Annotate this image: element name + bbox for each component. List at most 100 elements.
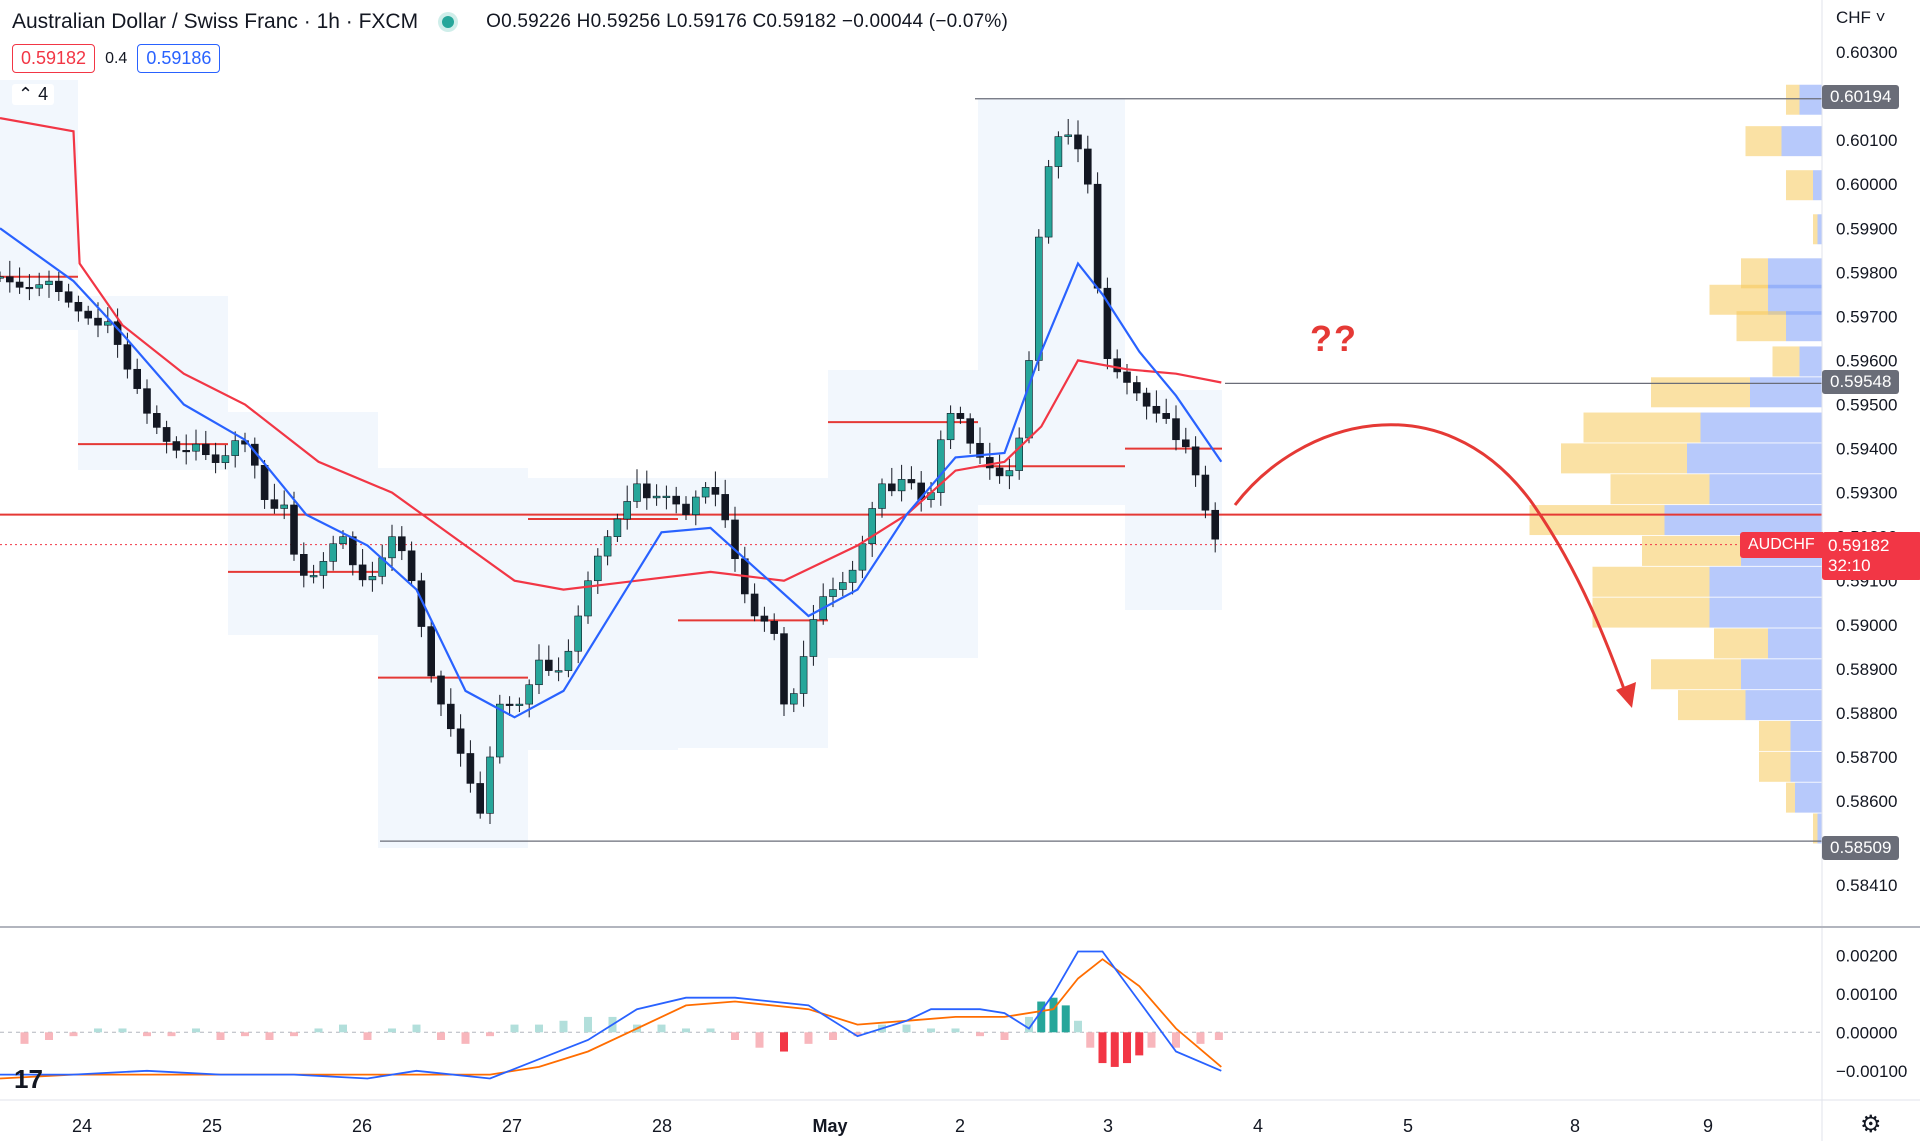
vp-up-segment xyxy=(1745,126,1782,157)
volume-profile-bar xyxy=(1786,84,1822,115)
candle xyxy=(535,644,543,694)
candle xyxy=(329,535,338,571)
candle xyxy=(525,679,534,718)
candle xyxy=(280,490,289,520)
candle xyxy=(133,358,141,394)
candle-body xyxy=(1142,392,1151,407)
candle xyxy=(1103,277,1112,370)
candle xyxy=(633,469,641,509)
last-price: 0.59182 xyxy=(1828,536,1890,555)
macd-histogram-bar xyxy=(94,1028,102,1033)
candle-body xyxy=(780,633,788,705)
vp-up-segment xyxy=(1759,720,1791,751)
candle-body xyxy=(995,467,1004,477)
collapse-indicators-button[interactable]: ⌃ 4 xyxy=(12,84,55,105)
volume-profile-bar xyxy=(1714,628,1822,659)
candle xyxy=(505,696,514,717)
candle xyxy=(1044,159,1053,244)
candle-body xyxy=(417,580,426,627)
candle-body xyxy=(848,569,857,583)
candle xyxy=(427,619,436,683)
macd-histogram-bar xyxy=(1123,1032,1131,1064)
resistance-price-label: 0.59548 xyxy=(1822,370,1900,394)
macd-histogram-bar xyxy=(339,1024,347,1033)
candle-body xyxy=(623,501,632,520)
price-tick-label: 0.60000 xyxy=(1836,175,1897,194)
vp-up-segment xyxy=(1529,505,1665,536)
symbol-tag: AUDCHF xyxy=(1740,532,1823,558)
macd-histogram-bar xyxy=(1074,1020,1082,1033)
price-tick-label: 0.58900 xyxy=(1836,660,1897,679)
candle-body xyxy=(691,496,700,515)
currency-selector[interactable]: CHF ˅ xyxy=(1836,8,1886,27)
candle xyxy=(976,427,984,464)
candle xyxy=(868,501,877,557)
vp-down-segment xyxy=(1709,597,1822,628)
vp-down-segment xyxy=(1799,346,1822,377)
gear-icon[interactable]: ⚙ xyxy=(1860,1111,1882,1138)
candle-body xyxy=(603,536,612,557)
macd-histogram-bar xyxy=(1147,1032,1156,1048)
candle-body xyxy=(270,499,279,509)
price-tick-label: 0.58800 xyxy=(1836,704,1897,723)
candle-body xyxy=(1044,166,1053,238)
macd-tick-label: 0.00100 xyxy=(1836,985,1897,1004)
candle xyxy=(1074,120,1082,163)
symbol-title[interactable]: Australian Dollar / Swiss Franc · 1h · F… xyxy=(12,10,419,33)
candle xyxy=(162,420,171,454)
candle-body xyxy=(985,457,994,469)
candle xyxy=(1054,131,1063,179)
vp-up-segment xyxy=(1741,258,1768,289)
vp-up-segment xyxy=(1813,214,1818,245)
candle-body xyxy=(437,675,445,705)
time-tick-label: 26 xyxy=(352,1116,372,1136)
candle xyxy=(202,430,210,461)
candle-body xyxy=(280,504,289,509)
candle-body xyxy=(936,439,945,493)
macd-histogram-bar xyxy=(216,1032,225,1040)
candle-body xyxy=(221,455,230,463)
vp-down-segment xyxy=(1790,751,1822,782)
sell-button[interactable]: 0.59182 xyxy=(12,44,96,73)
candle-body xyxy=(1035,236,1043,361)
candle-body xyxy=(45,280,53,285)
macd-histogram-bar xyxy=(951,1028,960,1033)
candle-body xyxy=(143,388,151,414)
macd-histogram-bar xyxy=(388,1028,396,1033)
candle-body xyxy=(162,427,171,442)
candle-body xyxy=(770,620,779,634)
candle xyxy=(299,542,308,588)
vp-down-segment xyxy=(1664,505,1822,536)
candle-body xyxy=(123,344,132,370)
candle-body xyxy=(54,280,63,293)
candle-body xyxy=(976,442,984,458)
candle-body xyxy=(358,564,367,581)
candle-body xyxy=(397,536,406,552)
time-tick-label: 27 xyxy=(502,1116,522,1136)
volume-profile-bar xyxy=(1786,170,1822,201)
time-tick-label: 2 xyxy=(955,1116,965,1136)
candle-body xyxy=(290,504,298,555)
candle xyxy=(1191,436,1200,487)
candle xyxy=(946,405,955,450)
candle-body xyxy=(1113,358,1121,373)
candle-body xyxy=(1152,405,1161,414)
vp-down-segment xyxy=(1709,474,1822,505)
low-price-label: 0.58509 xyxy=(1822,836,1900,860)
candle-body xyxy=(172,441,181,451)
candle xyxy=(153,405,161,435)
candle-body xyxy=(574,615,583,652)
macd-histogram-bar xyxy=(1037,1001,1046,1033)
vp-up-segment xyxy=(1678,690,1746,721)
macd-histogram-bar xyxy=(69,1032,78,1037)
buy-button[interactable]: 0.59186 xyxy=(137,44,221,73)
vp-down-segment xyxy=(1687,443,1822,474)
candle xyxy=(564,639,573,678)
candle xyxy=(45,270,53,298)
session-profile-area xyxy=(378,468,528,848)
macd-tick-label: −0.00100 xyxy=(1836,1062,1907,1081)
macd-histogram-bar xyxy=(20,1032,29,1044)
candle xyxy=(437,670,445,717)
candle-body xyxy=(682,503,690,515)
